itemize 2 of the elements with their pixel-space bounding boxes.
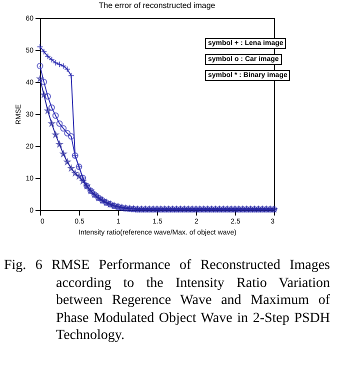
chart-title: The error of reconstructed image (98, 1, 216, 10)
caption: Fig. 6 RMSE Performance of Reconstructed Images according to the Intensity Ratio Variation between Regerence Wave and Maximum of Phase Modulated Object Wave in 2-Step PSDH Technology. (4, 257, 330, 344)
